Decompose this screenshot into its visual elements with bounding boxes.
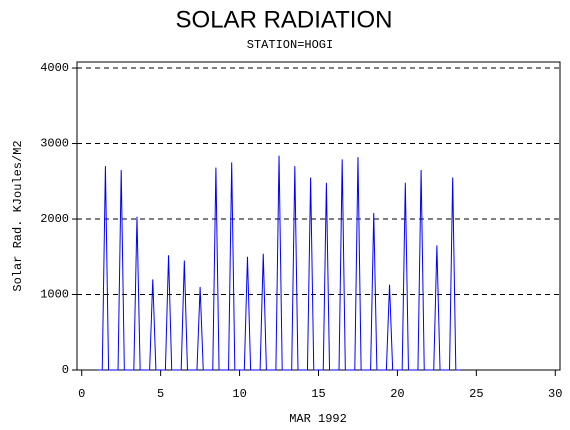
y-tick-label: 3000 <box>40 137 69 151</box>
y-tick-label: 2000 <box>40 212 69 226</box>
x-tick-label: 30 <box>548 387 562 401</box>
x-axis-label: MAR 1992 <box>289 412 347 426</box>
x-tick-label: 15 <box>311 387 325 401</box>
y-tick-label: 0 <box>62 363 69 377</box>
chart-subtitle: STATION=HOGI <box>247 38 333 52</box>
x-tick-label: 10 <box>232 387 246 401</box>
x-tick-label: 25 <box>469 387 483 401</box>
chart-title: SOLAR RADIATION <box>176 6 393 33</box>
y-axis-label: Solar Rad. KJoules/M2 <box>11 140 25 291</box>
x-tick-label: 20 <box>390 387 404 401</box>
x-tick-label: 0 <box>78 387 85 401</box>
y-tick-label: 4000 <box>40 61 69 75</box>
plot-frame <box>76 61 561 371</box>
line-series <box>97 155 461 371</box>
y-tick-label: 1000 <box>40 288 69 302</box>
x-tick-label: 5 <box>157 387 164 401</box>
